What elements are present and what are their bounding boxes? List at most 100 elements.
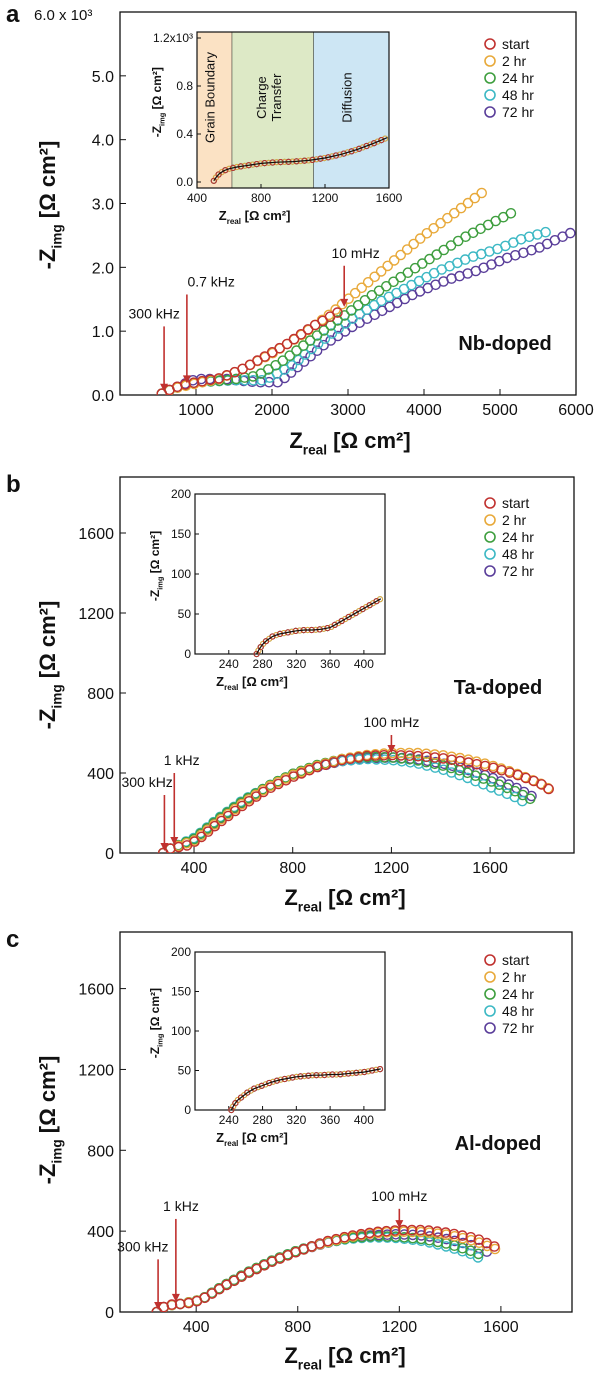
y-tick-label: 3.0 xyxy=(92,197,114,214)
data-point xyxy=(414,233,426,244)
data-point xyxy=(352,299,364,311)
data-point xyxy=(408,238,420,250)
inset-region xyxy=(313,32,389,188)
x-tick-label: 800 xyxy=(284,1319,311,1336)
y-tick-label: 0 xyxy=(105,1305,114,1322)
data-point xyxy=(286,360,298,371)
annotation-label: 100 mHz xyxy=(371,1188,427,1204)
inset-region-label: Grain Boundary xyxy=(203,52,218,144)
inset-data-point xyxy=(374,138,381,145)
panel-letter: b xyxy=(6,471,21,498)
inset-data-point xyxy=(348,148,355,155)
legend-label-hr2: 2 hr xyxy=(502,53,526,69)
inset-y-tick-label: 150 xyxy=(171,527,191,541)
y-axis-multiplier-label: 6.0 x 10³ xyxy=(34,7,92,24)
inset-y-tick-label: 200 xyxy=(171,487,191,501)
inset-data-point xyxy=(356,145,363,152)
series-hr24 xyxy=(156,207,517,395)
data-point xyxy=(473,1248,484,1260)
inset-c: 240 280 320 360 400 0 50 100 150 200 Zreal [Ω cm²]… xyxy=(148,945,386,1148)
inset-data-point xyxy=(232,1100,239,1107)
data-point xyxy=(395,249,407,261)
data-point xyxy=(202,826,214,837)
inset-x-tick-label: 320 xyxy=(286,1113,306,1127)
inset-y-axis-title: -Zimg [Ω cm²] xyxy=(148,988,165,1058)
inset-x-tick-label: 320 xyxy=(286,657,306,671)
x-axis-title: Zreal [Ω cm²] xyxy=(284,1343,405,1373)
inset-data-point xyxy=(352,610,359,617)
annotation-label: 1 kHz xyxy=(163,1198,199,1214)
legend-label-hr24: 24 hr xyxy=(502,529,534,545)
data-point xyxy=(565,227,576,239)
data-point xyxy=(229,805,241,817)
inset-data-point xyxy=(237,1094,245,1101)
inset-y-tick-label: 0.0 xyxy=(176,175,193,189)
legend-marker-hr2 xyxy=(484,514,496,526)
inset-x-tick-label: 240 xyxy=(219,1113,239,1127)
data-point xyxy=(288,333,300,345)
data-point xyxy=(339,310,350,321)
data-point xyxy=(435,217,446,229)
data-point xyxy=(388,255,400,266)
x-axis-title: Zreal [Ω cm²] xyxy=(284,885,405,915)
inset-background xyxy=(195,952,385,1110)
y-tick-label: 1600 xyxy=(78,982,114,999)
data-point xyxy=(263,376,275,388)
legend-label-hr24: 24 hr xyxy=(502,70,534,86)
legend-label-start: start xyxy=(502,495,529,511)
inset-x-tick-label: 400 xyxy=(187,191,207,205)
inset-x-axis-title: Zreal [Ω cm²] xyxy=(219,208,291,226)
data-point xyxy=(298,340,309,351)
inset-data-point xyxy=(373,598,380,605)
inset-data-point xyxy=(253,650,260,658)
legend-label-hr24: 24 hr xyxy=(502,986,534,1002)
legend-marker-hr24 xyxy=(484,531,496,543)
data-point xyxy=(517,795,528,807)
data-point xyxy=(364,1227,375,1239)
inset-data-point xyxy=(335,619,342,627)
y-tick-label: 2.0 xyxy=(92,260,114,277)
inset-region-label: ChargeTransfer xyxy=(254,73,284,122)
data-point xyxy=(188,377,200,389)
series-hr48 xyxy=(151,1232,484,1312)
inset-x-tick-label: 360 xyxy=(320,657,340,671)
plot-frame xyxy=(119,476,575,854)
panel-b: b 400 800 1200 1600 0 400 800 1200 1600 Zreal [Ω c… xyxy=(6,471,575,915)
data-point xyxy=(489,1241,500,1252)
x-tick-label: 800 xyxy=(279,860,306,877)
legend-marker-start xyxy=(484,954,496,966)
series-hr48 xyxy=(156,226,551,395)
data-point xyxy=(406,1224,418,1236)
inset-x-tick-label: 800 xyxy=(251,191,271,205)
series-group xyxy=(157,747,555,853)
annotation-arrowhead xyxy=(395,1220,404,1229)
data-point xyxy=(429,752,441,763)
data-point xyxy=(216,815,227,827)
legend-marker-hr24 xyxy=(484,72,496,84)
y-tick-label: 400 xyxy=(87,766,114,783)
inset-x-tick-label: 240 xyxy=(219,657,239,671)
data-point xyxy=(209,820,220,832)
data-point xyxy=(243,796,255,807)
x-tick-label: 400 xyxy=(183,1319,210,1336)
y-axis-title: -Zimg [Ω cm²] xyxy=(35,601,65,730)
inset-x-tick-label: 280 xyxy=(253,1113,273,1127)
inset-y-tick-label: 100 xyxy=(171,1024,191,1038)
inset-y-tick-label: 0.8 xyxy=(176,79,193,93)
data-point xyxy=(284,350,296,362)
x-tick-label: 4000 xyxy=(406,402,442,419)
y-tick-label: 5.0 xyxy=(92,69,114,86)
data-point xyxy=(285,367,297,378)
legend-label-hr2: 2 hr xyxy=(502,969,526,985)
x-tick-label: 1200 xyxy=(374,860,410,877)
y-tick-label: 1200 xyxy=(78,606,114,623)
data-point xyxy=(462,197,474,209)
inset-data-point xyxy=(244,1089,251,1096)
inset-a: Grain Boundary ChargeTransfer Diffusion 400… xyxy=(150,31,403,226)
data-point xyxy=(524,793,536,805)
inset-fit-line xyxy=(230,1068,381,1111)
legend-marker-start xyxy=(484,38,496,50)
inset-data-point xyxy=(344,149,351,156)
panel-letter: c xyxy=(6,926,19,953)
